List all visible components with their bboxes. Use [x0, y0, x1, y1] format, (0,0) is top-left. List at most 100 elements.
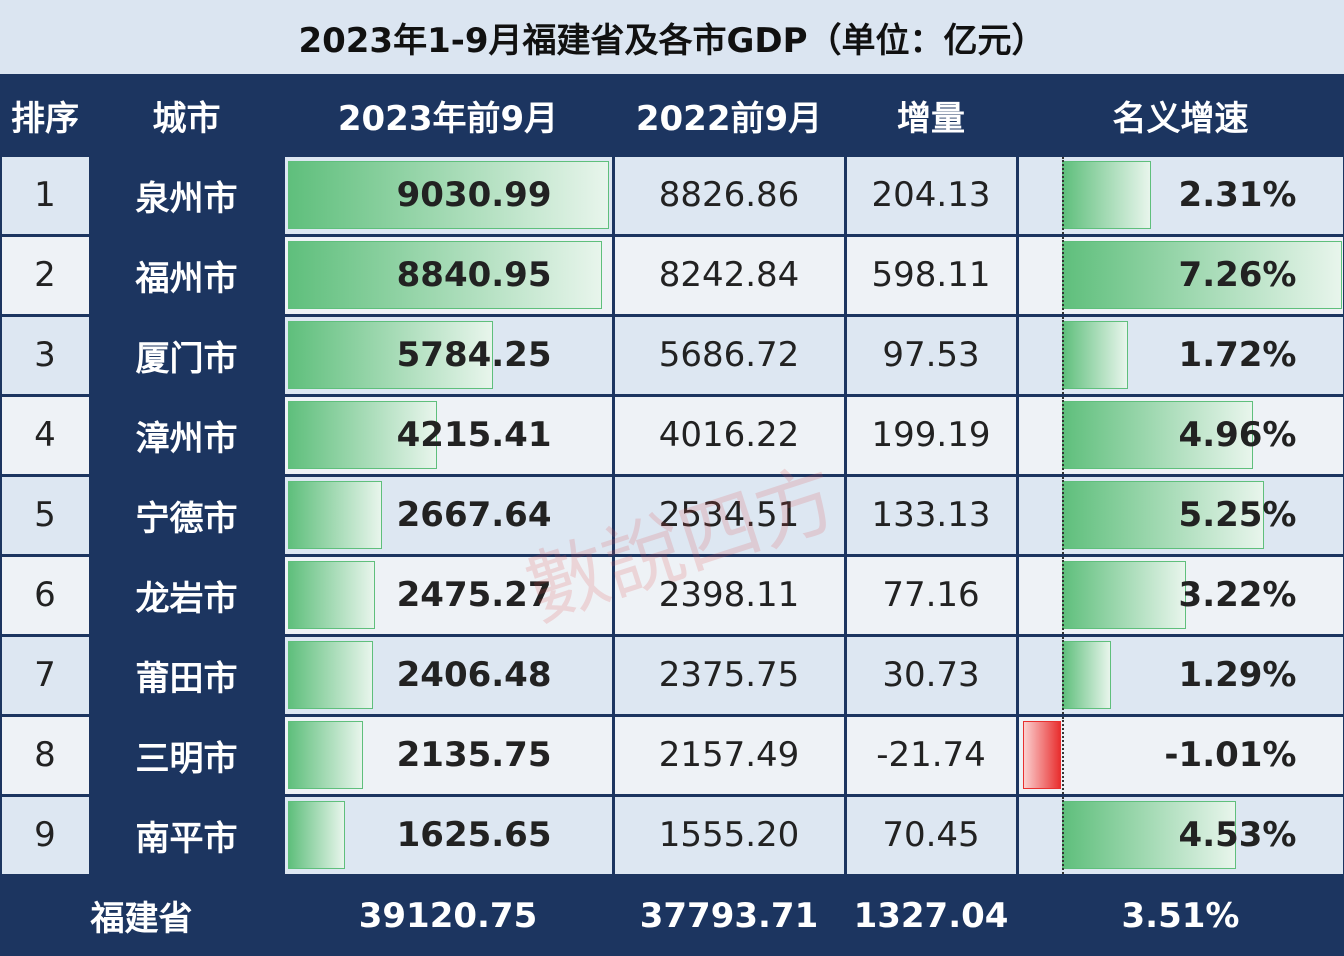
table-title: 2023年1-9月福建省及各市GDP（单位：亿元）	[0, 0, 1344, 74]
value-cell-text: 2534.51	[658, 495, 800, 535]
bar-axis	[1061, 636, 1064, 714]
city-cell: 莆田市	[91, 636, 282, 714]
header-cell-text: 城市	[152, 98, 221, 139]
data-bar	[287, 160, 609, 229]
rank-cell: 3	[1, 316, 89, 394]
city-cell: 厦门市	[91, 316, 282, 394]
rank-cell-text: 8	[34, 735, 56, 775]
rank-cell-text: 6	[34, 575, 56, 615]
total-cell-text: 37793.71	[639, 895, 819, 936]
rank-cell-text: 9	[34, 815, 56, 855]
rank-cell-text: 7	[34, 655, 56, 695]
value-cell-text: 4016.22	[658, 415, 800, 455]
bar-axis	[1061, 796, 1064, 874]
value-cell: 2157.49	[614, 716, 844, 794]
city-cell-text: 宁德市	[135, 498, 238, 539]
value-cell: 97.53	[846, 316, 1016, 394]
value-cell: 77.16	[846, 556, 1016, 634]
city-cell: 福州市	[91, 236, 282, 314]
value-cell: 2534.51	[614, 476, 844, 554]
total-cell: 1327.04	[846, 876, 1016, 955]
bar-axis	[1061, 476, 1064, 554]
total-cell: 39120.75	[284, 876, 612, 955]
city-cell: 宁德市	[91, 476, 282, 554]
title-text: 2023年1-9月福建省及各市GDP（单位：亿元）	[298, 20, 1046, 61]
header-cell: 2023年前9月	[284, 76, 612, 154]
city-cell: 龙岩市	[91, 556, 282, 634]
value-cell-text: 8826.86	[658, 175, 800, 215]
value-cell: 2398.11	[614, 556, 844, 634]
city-cell-text: 福州市	[135, 258, 238, 299]
value-cell-text: 8242.84	[658, 255, 800, 295]
value-cell: 199.19	[846, 396, 1016, 474]
bar-axis	[1061, 556, 1064, 634]
value-cell: 70.45	[846, 796, 1016, 874]
value-cell-text: 2398.11	[658, 575, 800, 615]
value-cell-text: 1.29%	[1178, 655, 1297, 695]
value-cell-text: 5784.25	[396, 335, 552, 375]
value-cell: 133.13	[846, 476, 1016, 554]
value-cell: 4215.41	[284, 396, 612, 474]
value-cell: 1625.65	[284, 796, 612, 874]
city-cell-text: 厦门市	[135, 338, 238, 379]
total-cell: 福建省	[1, 876, 282, 955]
rank-cell: 5	[1, 476, 89, 554]
value-cell: 2.31%	[1018, 156, 1343, 234]
value-cell: 1.29%	[1018, 636, 1343, 714]
data-bar	[1061, 160, 1151, 229]
value-cell: 30.73	[846, 636, 1016, 714]
header-cell-text: 2022前9月	[635, 98, 823, 139]
value-cell: 2667.64	[284, 476, 612, 554]
value-cell-text: 2135.75	[396, 735, 552, 775]
data-bar	[1061, 320, 1128, 389]
value-cell: -21.74	[846, 716, 1016, 794]
value-cell: 1555.20	[614, 796, 844, 874]
bar-axis	[1061, 396, 1064, 474]
value-cell-text: 4.53%	[1178, 815, 1297, 855]
value-cell-text: 2475.27	[396, 575, 552, 615]
city-cell-text: 龙岩市	[135, 578, 238, 619]
rank-cell: 1	[1, 156, 89, 234]
value-cell-text: 598.11	[871, 255, 991, 295]
value-cell: 4016.22	[614, 396, 844, 474]
value-cell-text: 5.25%	[1178, 495, 1297, 535]
value-cell: -1.01%	[1018, 716, 1343, 794]
total-cell-text: 39120.75	[358, 895, 538, 936]
total-cell: 3.51%	[1018, 876, 1343, 955]
rank-cell-text: 4	[34, 415, 56, 455]
total-cell-text: 3.51%	[1121, 895, 1240, 936]
data-bar	[1022, 720, 1062, 789]
value-cell-text: 1625.65	[396, 815, 552, 855]
value-cell: 598.11	[846, 236, 1016, 314]
value-cell: 204.13	[846, 156, 1016, 234]
bar-axis	[1061, 316, 1064, 394]
rank-cell-text: 5	[34, 495, 56, 535]
value-cell: 3.22%	[1018, 556, 1343, 634]
value-cell-text: 2375.75	[658, 655, 800, 695]
value-cell-text: 4215.41	[396, 415, 552, 455]
value-cell-text: 5686.72	[658, 335, 800, 375]
value-cell-text: 204.13	[871, 175, 991, 215]
value-cell-text: 1.72%	[1178, 335, 1297, 375]
value-cell: 8840.95	[284, 236, 612, 314]
header-cell-text: 名义增速	[1112, 98, 1249, 139]
city-cell-text: 漳州市	[135, 418, 238, 459]
header-cell: 名义增速	[1018, 76, 1343, 154]
rank-cell: 2	[1, 236, 89, 314]
header-cell-text: 2023年前9月	[337, 98, 559, 139]
value-cell: 5686.72	[614, 316, 844, 394]
data-bar	[287, 320, 494, 389]
value-cell: 1.72%	[1018, 316, 1343, 394]
header-cell: 城市	[91, 76, 282, 154]
bar-axis	[1061, 156, 1064, 234]
data-bar	[1061, 560, 1186, 629]
value-cell: 4.53%	[1018, 796, 1343, 874]
rank-cell-text: 1	[34, 175, 56, 215]
city-cell-text: 莆田市	[135, 658, 238, 699]
value-cell: 5.25%	[1018, 476, 1343, 554]
data-bar	[287, 400, 438, 469]
value-cell: 9030.99	[284, 156, 612, 234]
rank-cell: 8	[1, 716, 89, 794]
value-cell-text: 1555.20	[658, 815, 800, 855]
